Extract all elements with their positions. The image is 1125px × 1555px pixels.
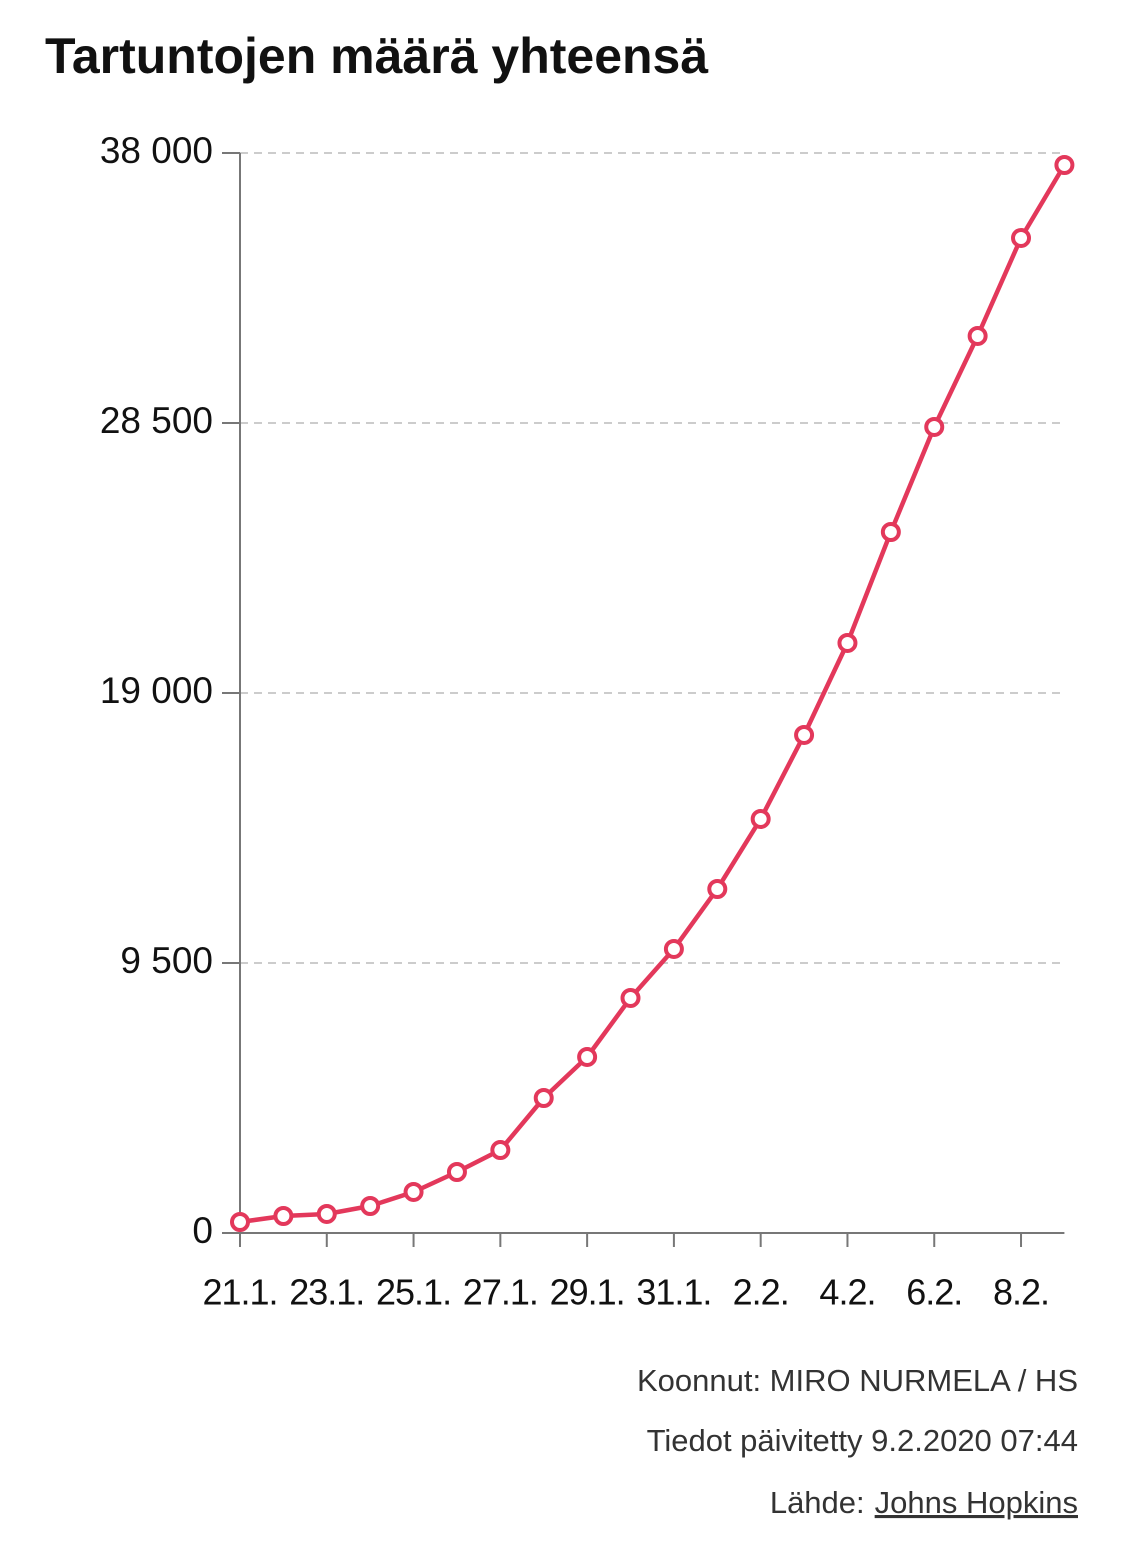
point bbox=[794, 724, 815, 745]
updated: Tiedot päivitetty 9.2.2020 07:44 bbox=[647, 1423, 1078, 1458]
point bbox=[490, 1140, 511, 1161]
point bbox=[1054, 154, 1075, 175]
y-tick-label: 19 000 bbox=[100, 670, 213, 711]
source-link[interactable]: Johns Hopkins bbox=[875, 1485, 1078, 1520]
point bbox=[663, 938, 684, 959]
point bbox=[924, 416, 945, 437]
credit: Koonnut: MIRO NURMELA / HS bbox=[637, 1363, 1078, 1398]
point bbox=[273, 1206, 294, 1227]
x-tick-label: 27.1. bbox=[463, 1272, 538, 1313]
x-tick-label: 6.2. bbox=[906, 1272, 962, 1313]
point bbox=[577, 1046, 598, 1067]
y-tick-label: 28 500 bbox=[100, 400, 213, 441]
x-tick-label: 25.1. bbox=[376, 1272, 451, 1313]
point bbox=[967, 325, 988, 346]
source-label: Lähde: bbox=[770, 1485, 865, 1520]
chart-title: Tartuntojen määrä yhteensä bbox=[45, 28, 708, 84]
point bbox=[837, 632, 858, 653]
point bbox=[230, 1212, 250, 1233]
y-tick-label: 9 500 bbox=[120, 940, 213, 981]
point bbox=[403, 1181, 424, 1202]
point bbox=[620, 987, 641, 1008]
point bbox=[446, 1162, 467, 1183]
point bbox=[533, 1088, 554, 1108]
y-tick-label: 38 000 bbox=[100, 130, 213, 171]
point bbox=[316, 1203, 337, 1224]
point bbox=[707, 878, 728, 899]
x-tick-label: 21.1. bbox=[202, 1272, 277, 1313]
point bbox=[880, 521, 901, 542]
x-tick-label: 31.1. bbox=[636, 1272, 711, 1313]
point bbox=[750, 808, 771, 829]
x-tick-label: 23.1. bbox=[289, 1272, 364, 1313]
y-tick-label: 0 bbox=[192, 1210, 213, 1251]
x-tick-label: 4.2. bbox=[819, 1272, 875, 1313]
x-tick-label: 29.1. bbox=[550, 1272, 625, 1313]
x-tick-label: 2.2. bbox=[733, 1272, 789, 1313]
point bbox=[1011, 227, 1032, 248]
x-tick-label: 8.2. bbox=[993, 1272, 1049, 1313]
source: Lähde: Johns Hopkins bbox=[770, 1485, 1078, 1520]
point bbox=[360, 1196, 381, 1216]
